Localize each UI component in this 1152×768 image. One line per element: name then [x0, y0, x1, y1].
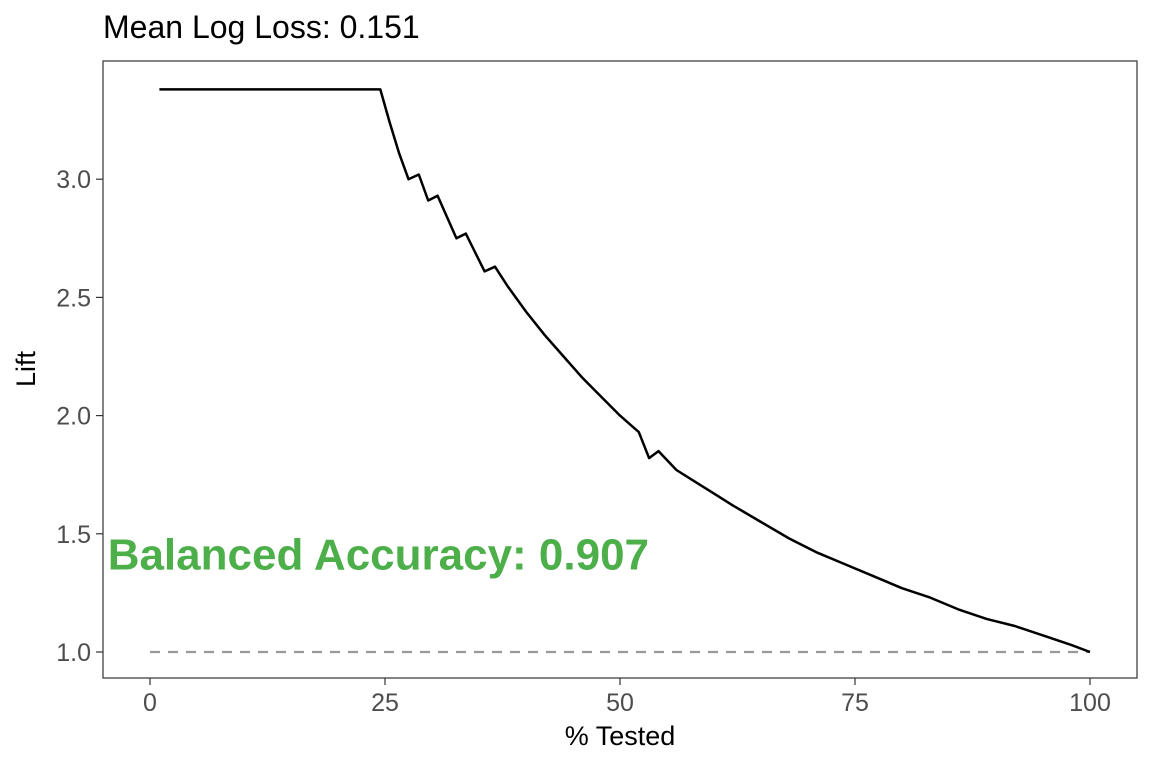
y-tick-label: 2.0: [56, 403, 91, 431]
lift-curve-line: [159, 88, 1091, 654]
y-tick-label: 2.5: [56, 284, 91, 312]
y-tick-label: 1.5: [56, 521, 91, 549]
x-tick-label: 50: [606, 689, 634, 717]
x-axis-title: % Tested: [565, 721, 676, 751]
y-tick-label: 1.0: [56, 639, 91, 667]
chart-title: Mean Log Loss: 0.151: [103, 9, 420, 45]
x-tick-label: 25: [371, 689, 399, 717]
plot-panel-border: [102, 60, 1138, 679]
x-tick-label: 75: [841, 689, 869, 717]
x-tick-label: 0: [143, 689, 157, 717]
balanced-accuracy-annotation: Balanced Accuracy: 0.907: [108, 530, 649, 579]
x-tick-label: 100: [1069, 689, 1111, 717]
y-axis-title: Lift: [11, 350, 41, 387]
y-tick-label: 3.0: [56, 166, 91, 194]
